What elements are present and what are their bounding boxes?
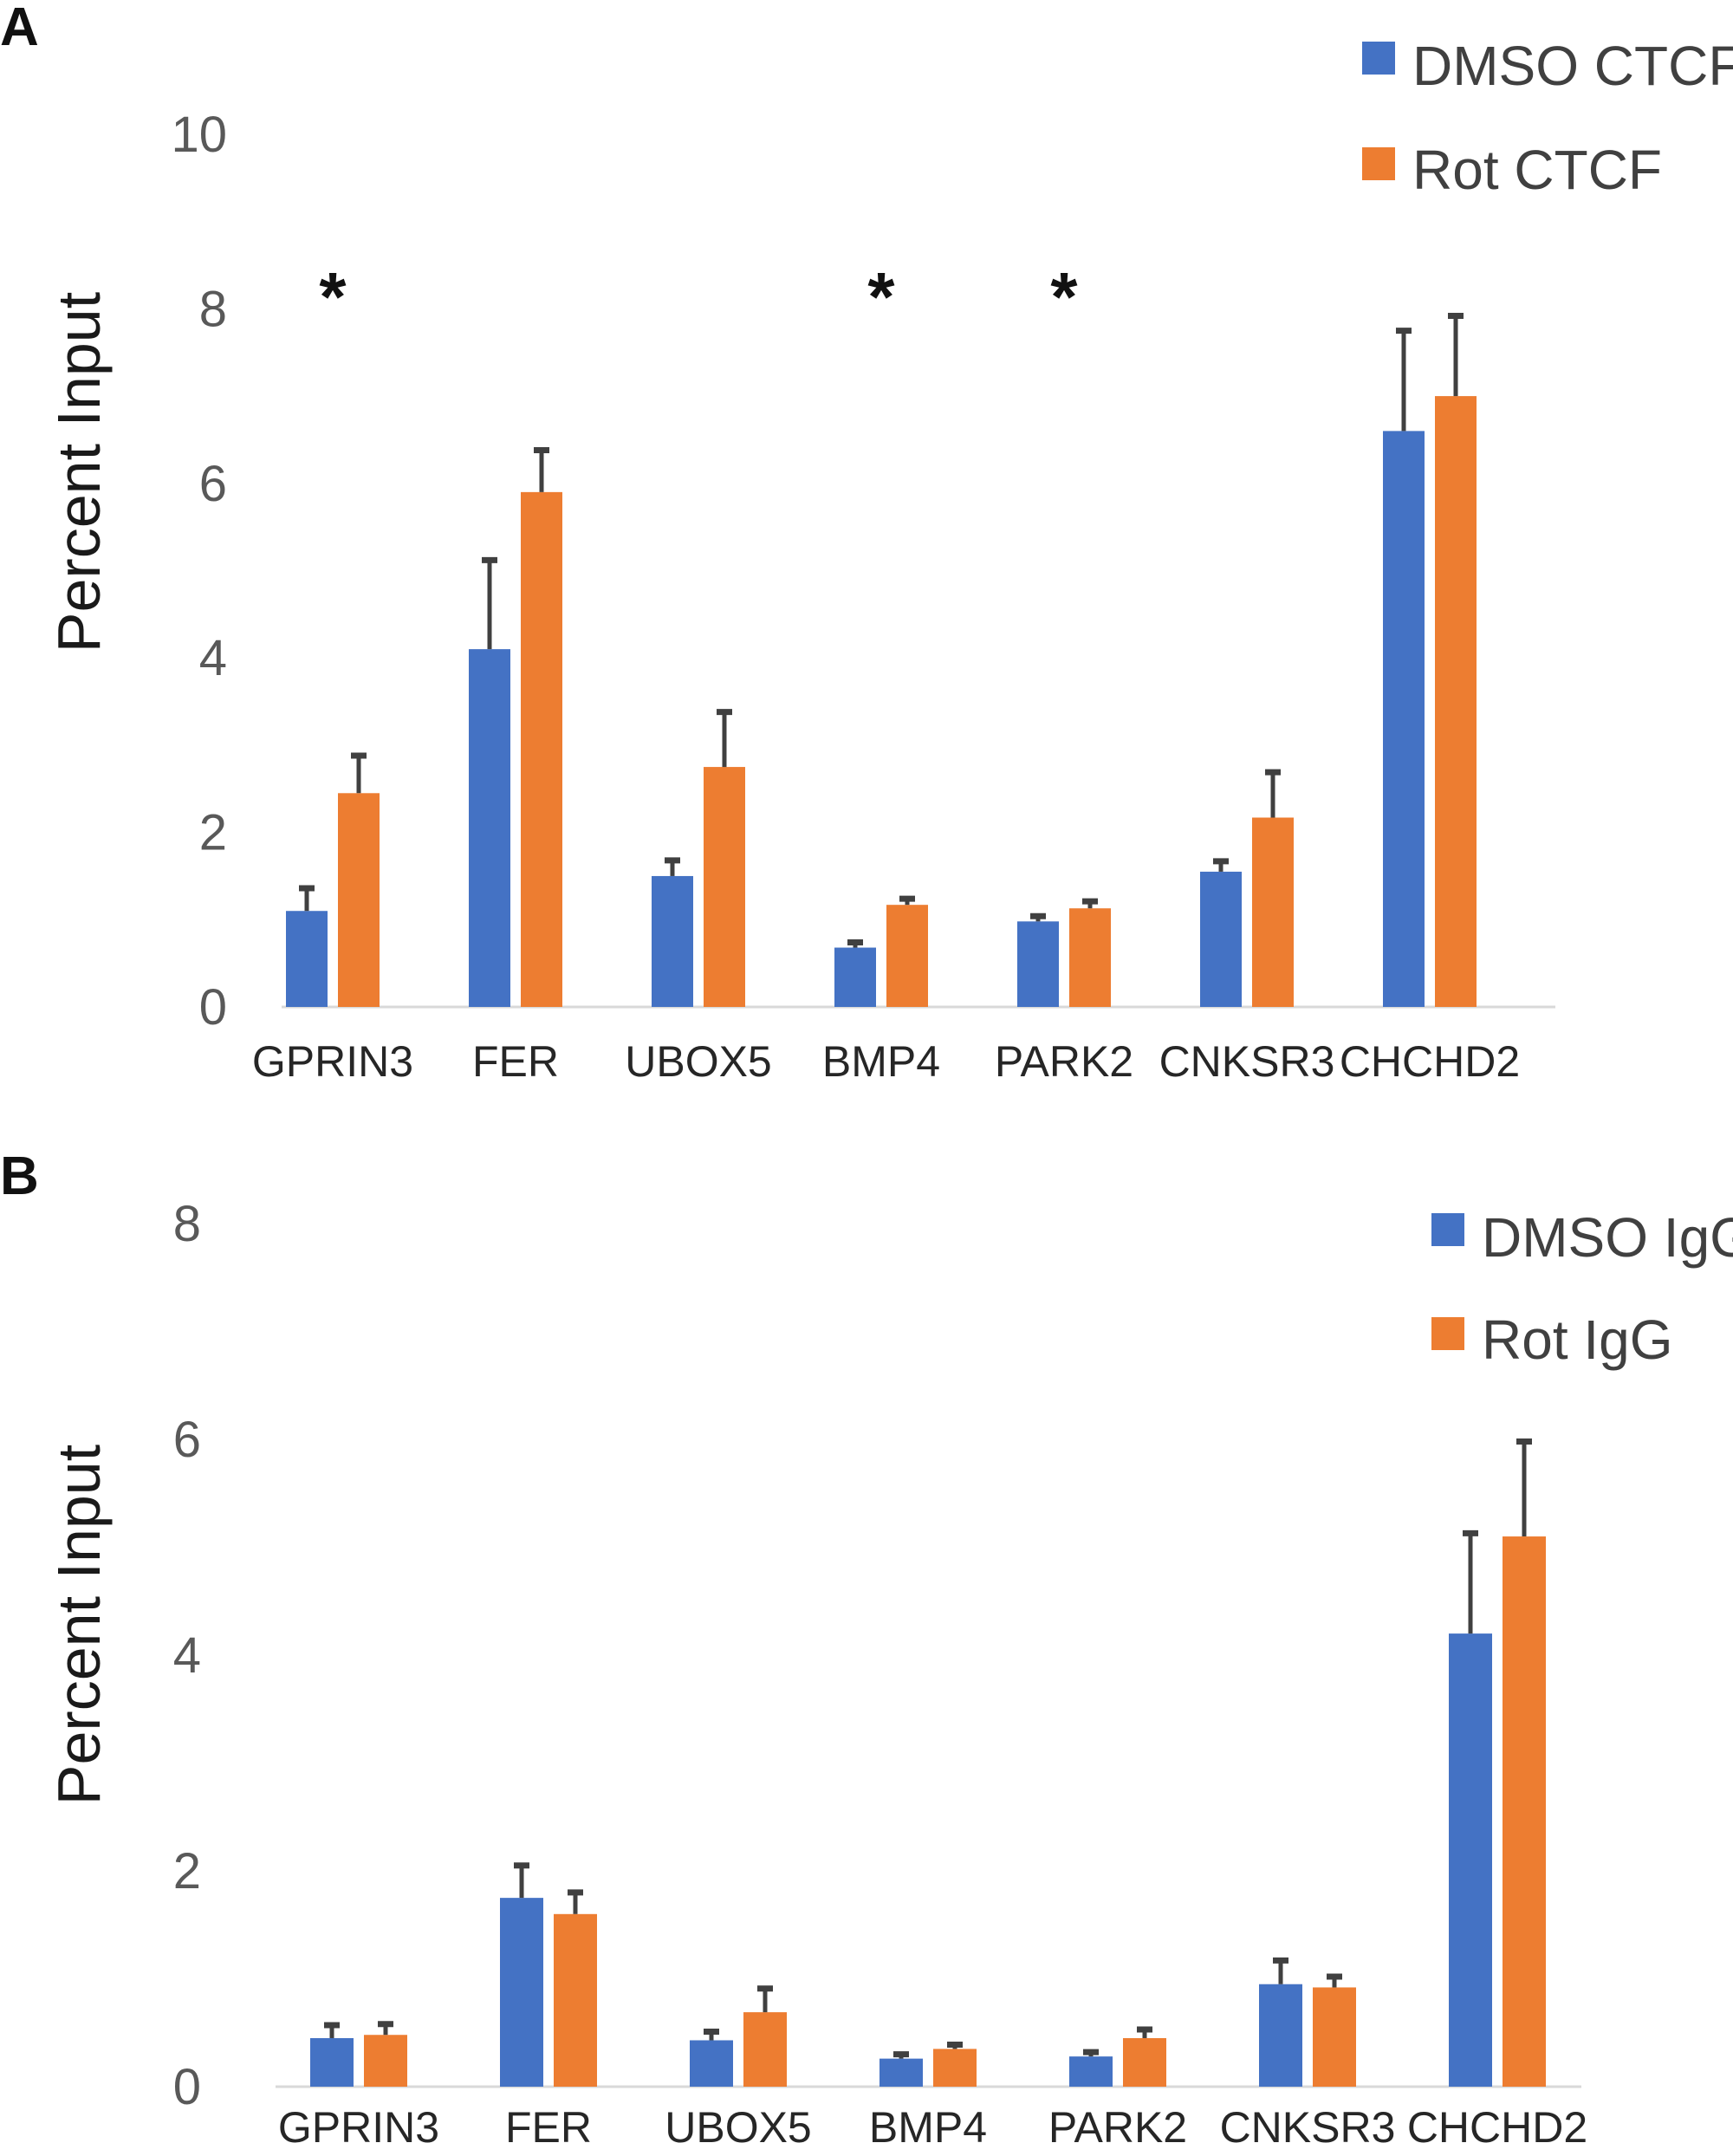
chart-b-y-tick-label: 4 [173,1627,201,1684]
chart-a-bar-rot-ctcf-bmp4 [886,905,928,1007]
chart-a-bar-dmso-ctcf-gprin3 [286,911,328,1007]
chart-a-category-label-ubox5: UBOX5 [625,1037,772,1086]
chart-b-bar-rot-igg-fer [554,1913,597,2087]
chart-a-category-label-park2: PARK2 [995,1037,1133,1086]
chart-a-bar-dmso-ctcf-park2 [1017,921,1059,1007]
chart-b-category-label-park2: PARK2 [1048,2103,1187,2152]
chart-b-category-label-cnksr3: CNKSR3 [1220,2103,1396,2152]
chart-a-bar-dmso-ctcf-bmp4 [834,947,876,1007]
chart-a-category-label-gprin3: GPRIN3 [252,1037,413,1086]
chart-b-y-tick-label: 2 [173,1843,201,1899]
chart-a-legend-label-rot-ctcf: Rot CTCF [1412,139,1662,201]
chart-b-bar-dmso-igg-ubox5 [690,2040,733,2087]
chart-b-bar-rot-igg-chchd2 [1503,1536,1546,2087]
chart-b-category-label-chchd2: CHCHD2 [1407,2103,1587,2152]
chart-a-legend-swatch-dmso-ctcf [1362,42,1395,75]
chart-a-y-tick-label: 2 [199,805,227,861]
chart-b-bar-dmso-igg-park2 [1069,2056,1113,2087]
chart-a-bar-dmso-ctcf-cnksr3 [1200,871,1242,1007]
chart-a-y-tick-label: 6 [199,456,227,512]
chart-a-bar-dmso-ctcf-chchd2 [1383,431,1425,1007]
chart-a-y-tick-label: 10 [171,107,227,163]
chart-a-y-tick-label: 0 [199,979,227,1036]
chart-b-bar-rot-igg-gprin3 [364,2035,407,2087]
chart-a-y-tick-label: 8 [199,281,227,337]
chart-b-bar-rot-igg-park2 [1123,2037,1166,2087]
chart-a-legend-label-dmso-ctcf: DMSO CTCF [1412,35,1733,97]
chart-b-bar-rot-igg-cnksr3 [1313,1987,1356,2087]
chart-b-category-label-bmp4: BMP4 [869,2103,987,2152]
chart-a-bar-rot-ctcf-park2 [1069,908,1111,1007]
chart-a-bar-rot-ctcf-fer [521,491,562,1007]
chart-b-category-label-ubox5: UBOX5 [665,2103,812,2152]
chart-b-y-tick-label: 0 [173,2059,201,2115]
chart-b-bar-dmso-igg-cnksr3 [1259,1984,1302,2087]
chart-a-category-label-cnksr3: CNKSR3 [1159,1037,1335,1086]
chart-b-bar-rot-igg-bmp4 [933,2049,977,2087]
chart-b-bar-dmso-igg-chchd2 [1449,1633,1492,2087]
panel-b-label: B [0,1146,39,1206]
chart-b-legend-swatch-dmso-igg [1431,1213,1464,1246]
chart-a-bar-rot-ctcf-chchd2 [1435,396,1477,1008]
chart-b-legend-label-dmso-igg: DMSO IgG [1482,1206,1733,1269]
chart-a-category-label-bmp4: BMP4 [822,1037,940,1086]
chart-b: 0 2 4 6 8 Percent Input GPRIN3 FER UBOX5 BMP4 PARK… [45,1196,1733,2152]
chart-a-significance-star-gprin3: * [319,258,347,335]
chart-b-y-tick-label: 8 [173,1196,201,1252]
chart-a-significance-star-park2: * [1050,258,1078,335]
chart-a-bar-dmso-ctcf-fer [469,649,510,1007]
chart-a-bar-dmso-ctcf-ubox5 [652,875,693,1007]
chart-a-significance-star-bmp4: * [867,258,895,335]
chart-b-category-label-fer: FER [505,2103,592,2152]
chart-a-bar-rot-ctcf-cnksr3 [1252,817,1294,1007]
chart-b-bar-dmso-igg-fer [500,1898,543,2087]
chart-b-legend-swatch-rot-igg [1431,1317,1464,1350]
chart-a-y-tick-label: 4 [199,630,227,686]
chart-b-bar-dmso-igg-bmp4 [879,2058,923,2087]
panel-a-label: A [0,0,39,57]
chart-b-bar-rot-igg-ubox5 [743,2012,787,2087]
chart-a-category-label-chchd2: CHCHD2 [1340,1037,1520,1086]
chart-b-category-label-gprin3: GPRIN3 [278,2103,439,2152]
chart-b-y-tick-label: 6 [173,1412,201,1468]
chart-b-bar-dmso-igg-gprin3 [310,2037,354,2087]
chart-a-legend-swatch-rot-ctcf [1362,147,1395,180]
chart-a-bar-rot-ctcf-ubox5 [704,767,745,1007]
chart-a-y-axis-label: Percent Input [45,292,113,653]
chart-a: 0 2 4 6 8 10 Percent Input GPRIN3 FER UBOX5 BMP4 PA… [45,35,1733,1086]
chart-a-category-label-fer: FER [472,1037,559,1086]
chart-b-legend-label-rot-igg: Rot IgG [1482,1309,1673,1371]
chart-a-bar-rot-ctcf-gprin3 [338,793,380,1007]
chart-b-y-axis-label: Percent Input [45,1445,113,1805]
